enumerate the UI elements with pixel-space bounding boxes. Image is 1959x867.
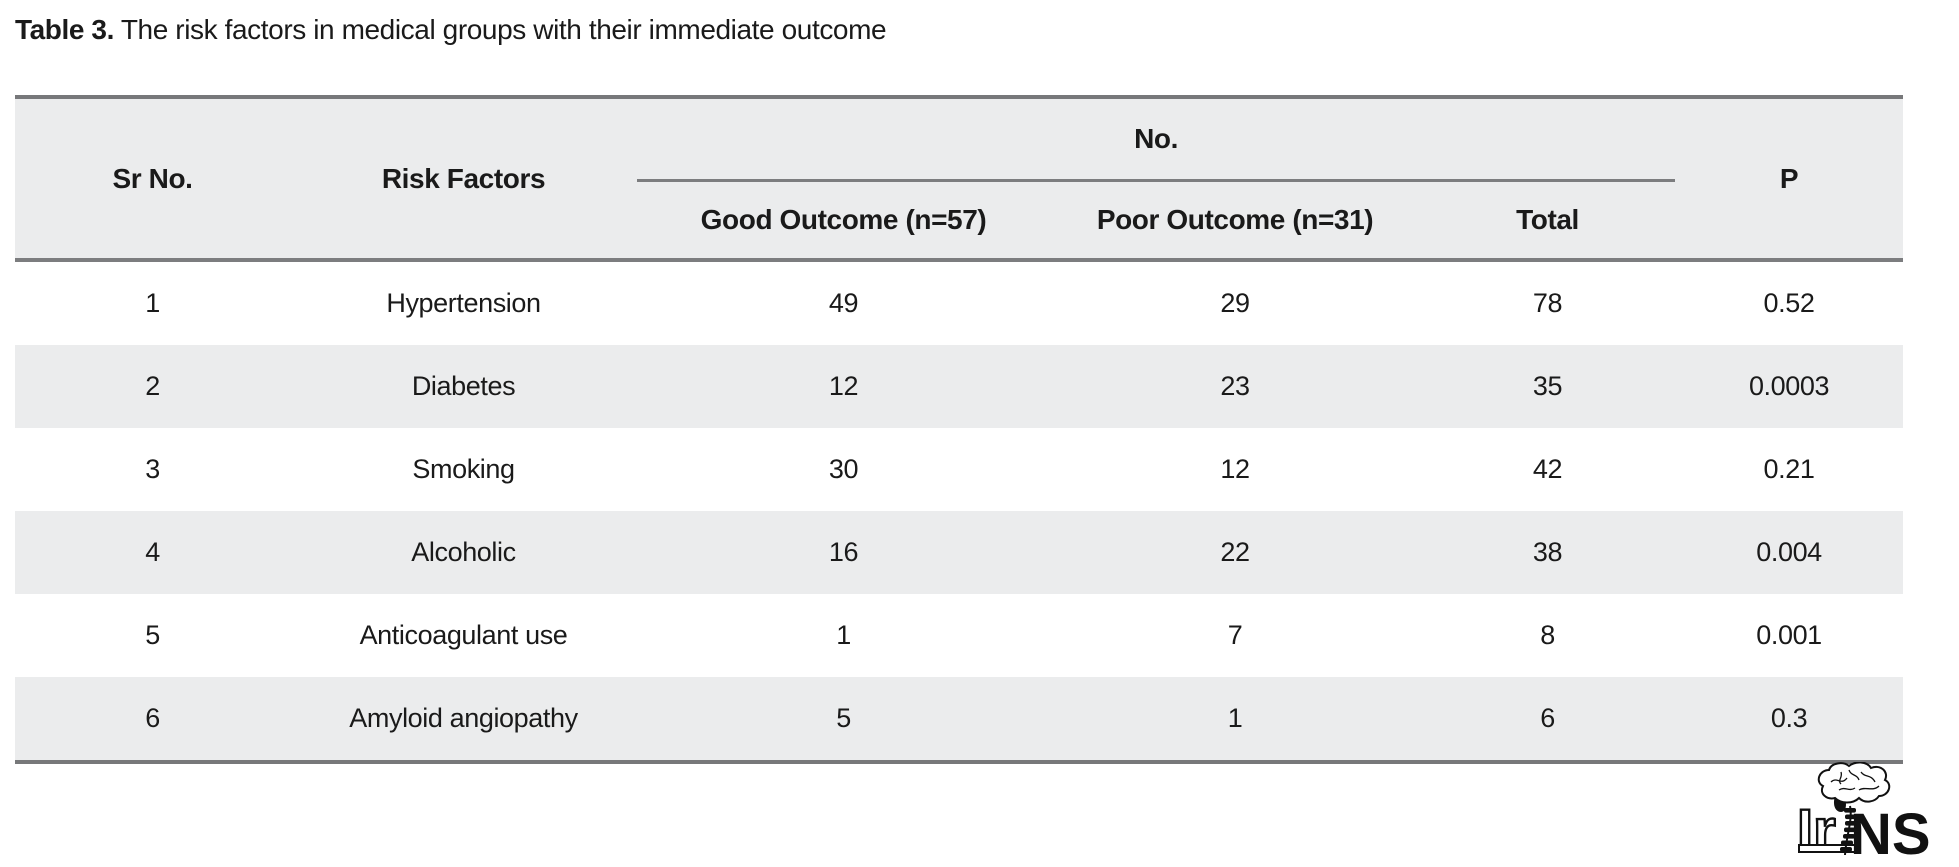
cell-good-outcome: 49 <box>637 258 1050 345</box>
table-row: 6 Amyloid angiopathy 5 1 6 0.3 <box>15 677 1904 762</box>
cell-p-value: 0.21 <box>1763 454 1815 484</box>
table-header: Sr No. Risk Factors No. P Good Outcome (… <box>15 97 1904 260</box>
cell-total: 6 <box>1540 703 1555 733</box>
cell-poor-outcome: 22 <box>1220 537 1250 567</box>
cell-sr-no: 2 <box>145 371 160 401</box>
cell-sr-no: 3 <box>145 454 160 484</box>
cell-sr-no: 6 <box>145 703 160 733</box>
cell-risk-factor: Alcoholic <box>411 537 516 567</box>
cell-risk-factor: Diabetes <box>411 371 516 401</box>
table-row: 1 Hypertension 49 29 78 0.52 <box>15 258 1904 345</box>
header-sub-row: Good Outcome (n=57) Poor Outcome (n=31) … <box>15 180 1903 260</box>
cell-sr-no: 4 <box>145 537 160 567</box>
cell-good-outcome: 5 <box>836 703 851 733</box>
cell-risk-factor: Smoking <box>412 454 515 484</box>
cell-total: 35 <box>1532 371 1563 401</box>
cell-poor-outcome: 29 <box>1050 258 1420 345</box>
cell-sr-no: 5 <box>145 620 160 650</box>
cell-poor-outcome: 23 <box>1220 371 1250 401</box>
col-header-p: P <box>1675 97 1904 260</box>
logo-baseline-bar <box>1798 844 1858 853</box>
cell-risk-factor: Hypertension <box>290 258 637 345</box>
table-caption-label: Table 3. <box>15 14 114 45</box>
col-header-total: Total <box>1420 180 1676 260</box>
col-header-no-group: No. <box>637 97 1676 182</box>
cell-risk-factor: Anticoagulant use <box>359 620 568 650</box>
cell-p-value: 0.004 <box>1756 537 1822 567</box>
col-header-good-outcome: Good Outcome (n=57) <box>637 180 1050 260</box>
cell-total: 42 <box>1532 454 1563 484</box>
cell-poor-outcome: 7 <box>1227 620 1243 650</box>
cell-good-outcome: 16 <box>828 537 859 567</box>
cell-good-outcome: 1 <box>836 620 851 650</box>
cell-p-value: 0.0003 <box>1748 371 1830 401</box>
cell-p-value: 0.001 <box>1756 620 1822 650</box>
cell-p-value: 0.3 <box>1770 703 1808 733</box>
table-body: 1 Hypertension 49 29 78 0.52 2 Diabetes … <box>15 258 1904 762</box>
cell-good-outcome: 30 <box>828 454 859 484</box>
cell-total: 38 <box>1532 537 1563 567</box>
table-row: 5 Anticoagulant use 1 7 8 0.001 <box>15 594 1903 677</box>
col-header-risk-factors: Risk Factors <box>290 97 637 260</box>
cell-total: 78 <box>1420 258 1676 345</box>
col-header-poor-outcome: Poor Outcome (n=31) <box>1050 180 1420 260</box>
table-row: 2 Diabetes 12 23 35 0.0003 <box>15 345 1904 428</box>
risk-factors-table: Sr No. Risk Factors No. P Good Outcome (… <box>15 95 1904 764</box>
cell-sr-no: 1 <box>15 258 290 345</box>
cell-risk-factor: Amyloid angiopathy <box>349 703 578 733</box>
cell-total: 8 <box>1540 620 1555 650</box>
table-row: 4 Alcoholic 16 22 38 0.004 <box>15 511 1904 594</box>
cell-p-value: 0.52 <box>1675 258 1904 345</box>
table-caption: Table 3. The risk factors in medical gro… <box>15 14 887 46</box>
journal-logo: Ir NS <box>1796 762 1931 862</box>
brain-icon <box>1817 762 1891 804</box>
cell-good-outcome: 12 <box>828 371 859 401</box>
logo-ns-text: NS <box>1850 802 1931 862</box>
table-row: 3 Smoking 30 12 42 0.21 <box>15 428 1903 511</box>
col-header-sr-no: Sr No. <box>15 97 290 260</box>
cell-poor-outcome: 1 <box>1227 703 1243 733</box>
cell-poor-outcome: 12 <box>1220 454 1250 484</box>
table-caption-text: The risk factors in medical groups with … <box>113 14 887 45</box>
header-group-row: Sr No. Risk Factors No. P <box>15 97 1904 260</box>
